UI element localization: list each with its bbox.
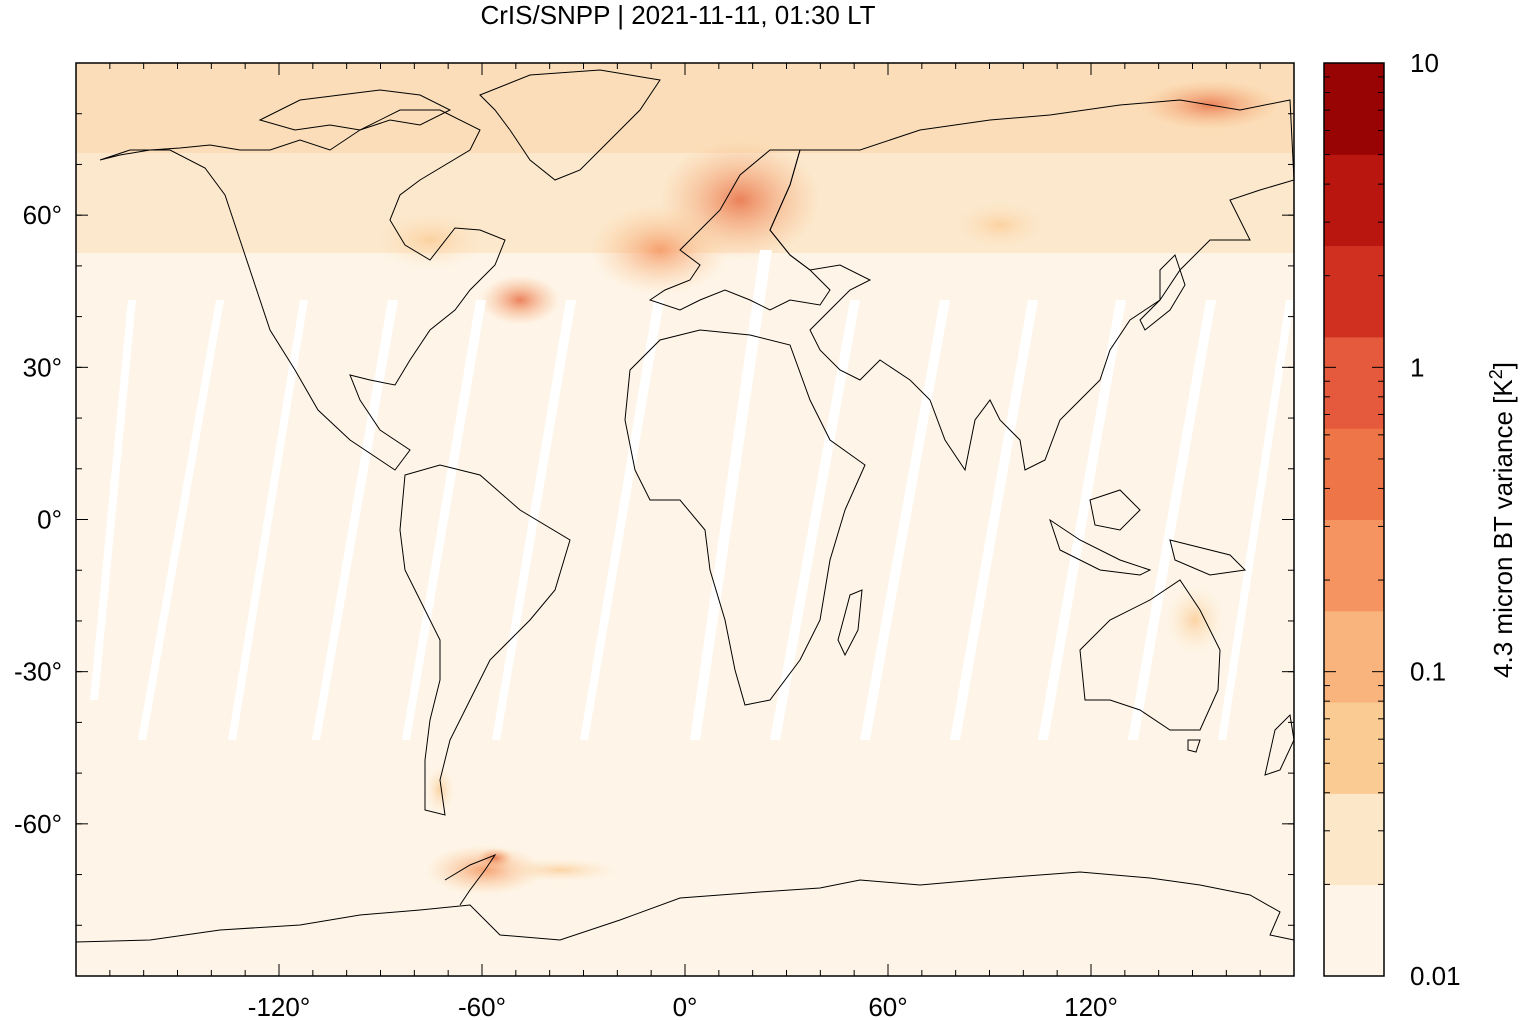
y-tick-label: 0° (37, 505, 62, 535)
coast-australia (1079, 579, 1221, 731)
chart-title: CrIS/SNPP | 2021-11-11, 01:30 LT (480, 0, 876, 30)
coast-north-america (99, 109, 506, 471)
colorbar (1324, 63, 1384, 977)
coast-indonesia (1049, 489, 1247, 576)
y-tick-label: -30° (14, 657, 62, 687)
hotspot-australia (1165, 585, 1225, 655)
coast-antarctica (76, 871, 1294, 943)
hotspot-central-asia (950, 200, 1050, 250)
coast-japan (1139, 254, 1186, 331)
colorbar-segment (1324, 336, 1384, 429)
colorbar-segment (1324, 702, 1384, 794)
colorbar-segment (1324, 245, 1384, 338)
x-axis: -120° -60° 0° 60° 120° (248, 63, 1118, 1020)
coastlines (76, 69, 1294, 943)
colorbar-segment (1324, 519, 1384, 612)
coast-africa (624, 329, 866, 706)
coast-south-america (399, 464, 571, 816)
x-tick-label: -120° (248, 992, 310, 1020)
colorbar-ticks: 10 1 0.1 0.01 (1324, 48, 1461, 991)
x-axis-minor-ticks (109, 63, 1261, 976)
x-tick-label: 120° (1064, 992, 1118, 1020)
colorbar-segment (1324, 884, 1384, 977)
coast-madagascar (837, 589, 863, 657)
y-axis-minor-ticks (76, 113, 1294, 926)
colorbar-segment (1324, 793, 1384, 886)
colorbar-segment (1324, 610, 1384, 703)
coast-new-zealand (1264, 713, 1294, 776)
arctic-band (76, 63, 1294, 153)
colorbar-tick-label: 0.1 (1410, 657, 1446, 687)
y-tick-label: -60° (14, 809, 62, 839)
colorbar-tick-label: 0.01 (1410, 961, 1461, 991)
colorbar-segment (1324, 154, 1384, 247)
variance-field (76, 63, 1294, 976)
coast-greenland (479, 69, 661, 181)
colorbar-segment (1324, 63, 1384, 155)
coast-tasmania (1187, 739, 1201, 753)
hotspot-patagonia (425, 765, 455, 815)
plume-antarctic (500, 858, 620, 882)
y-tick-label: 30° (23, 352, 62, 382)
y-tick-label: 60° (23, 200, 62, 230)
hotspot-atlantic (480, 275, 560, 325)
colorbar-segment (1324, 428, 1384, 520)
hotspot-canada (370, 210, 490, 270)
x-tick-label: -60° (458, 992, 506, 1020)
hotspot-northsea (590, 205, 730, 295)
coast-antarctic-peninsula (444, 853, 497, 906)
coast-asia (769, 99, 1294, 472)
hotspot-peninsula-core (477, 848, 513, 868)
colorbar-title: 4.3 micron BT variance [K2] (1486, 362, 1518, 678)
colorbar-frame (1323, 62, 1385, 977)
x-tick-label: 0° (673, 992, 698, 1020)
coast-arctic-islands (258, 89, 452, 131)
colorbar-tick-label: 10 (1410, 48, 1439, 78)
colorbar-tick-label: 1 (1410, 352, 1424, 382)
x-tick-label: 60° (868, 992, 907, 1020)
orbit-gaps (90, 250, 1294, 740)
